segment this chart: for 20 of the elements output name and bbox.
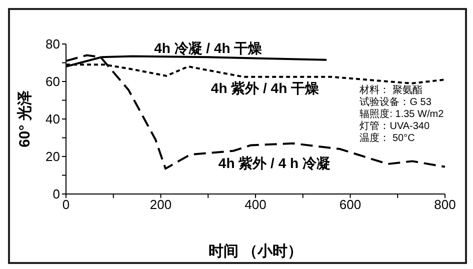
annotation: 材料： 聚氨酯 [360,85,424,96]
x-tick-label: 0 [62,197,70,212]
annotation: 试验设备：G 53 [360,97,432,108]
series-label: 4h 紫外 / 4 h 冷凝 [218,155,330,173]
series-label: 4h 冷凝 / 4h 干燥 [154,40,262,58]
y-tick-label: 40 [46,112,60,127]
y-tick-label: 0 [52,186,60,202]
y-tick-label: 20 [46,149,60,164]
x-tick-label: 200 [150,197,172,212]
annotation: 灯管：UVA-340 [360,121,431,132]
annotation: 温度： 50°C [360,133,416,146]
x-tick-label: 800 [434,197,456,212]
y-tick-label: 60 [46,74,60,90]
x-axis-title: 时间 （小时） [208,243,303,260]
series-label: 4h 紫外 / 4h 干燥 [210,80,320,98]
y-tick-label: 80 [46,36,60,52]
x-tick-label: 600 [339,197,362,212]
annotation: 辐照度: 1.35 W/m2 [360,109,444,120]
y-axis-title: 60° 光泽 [16,90,34,148]
x-tick-label: 400 [244,197,266,212]
